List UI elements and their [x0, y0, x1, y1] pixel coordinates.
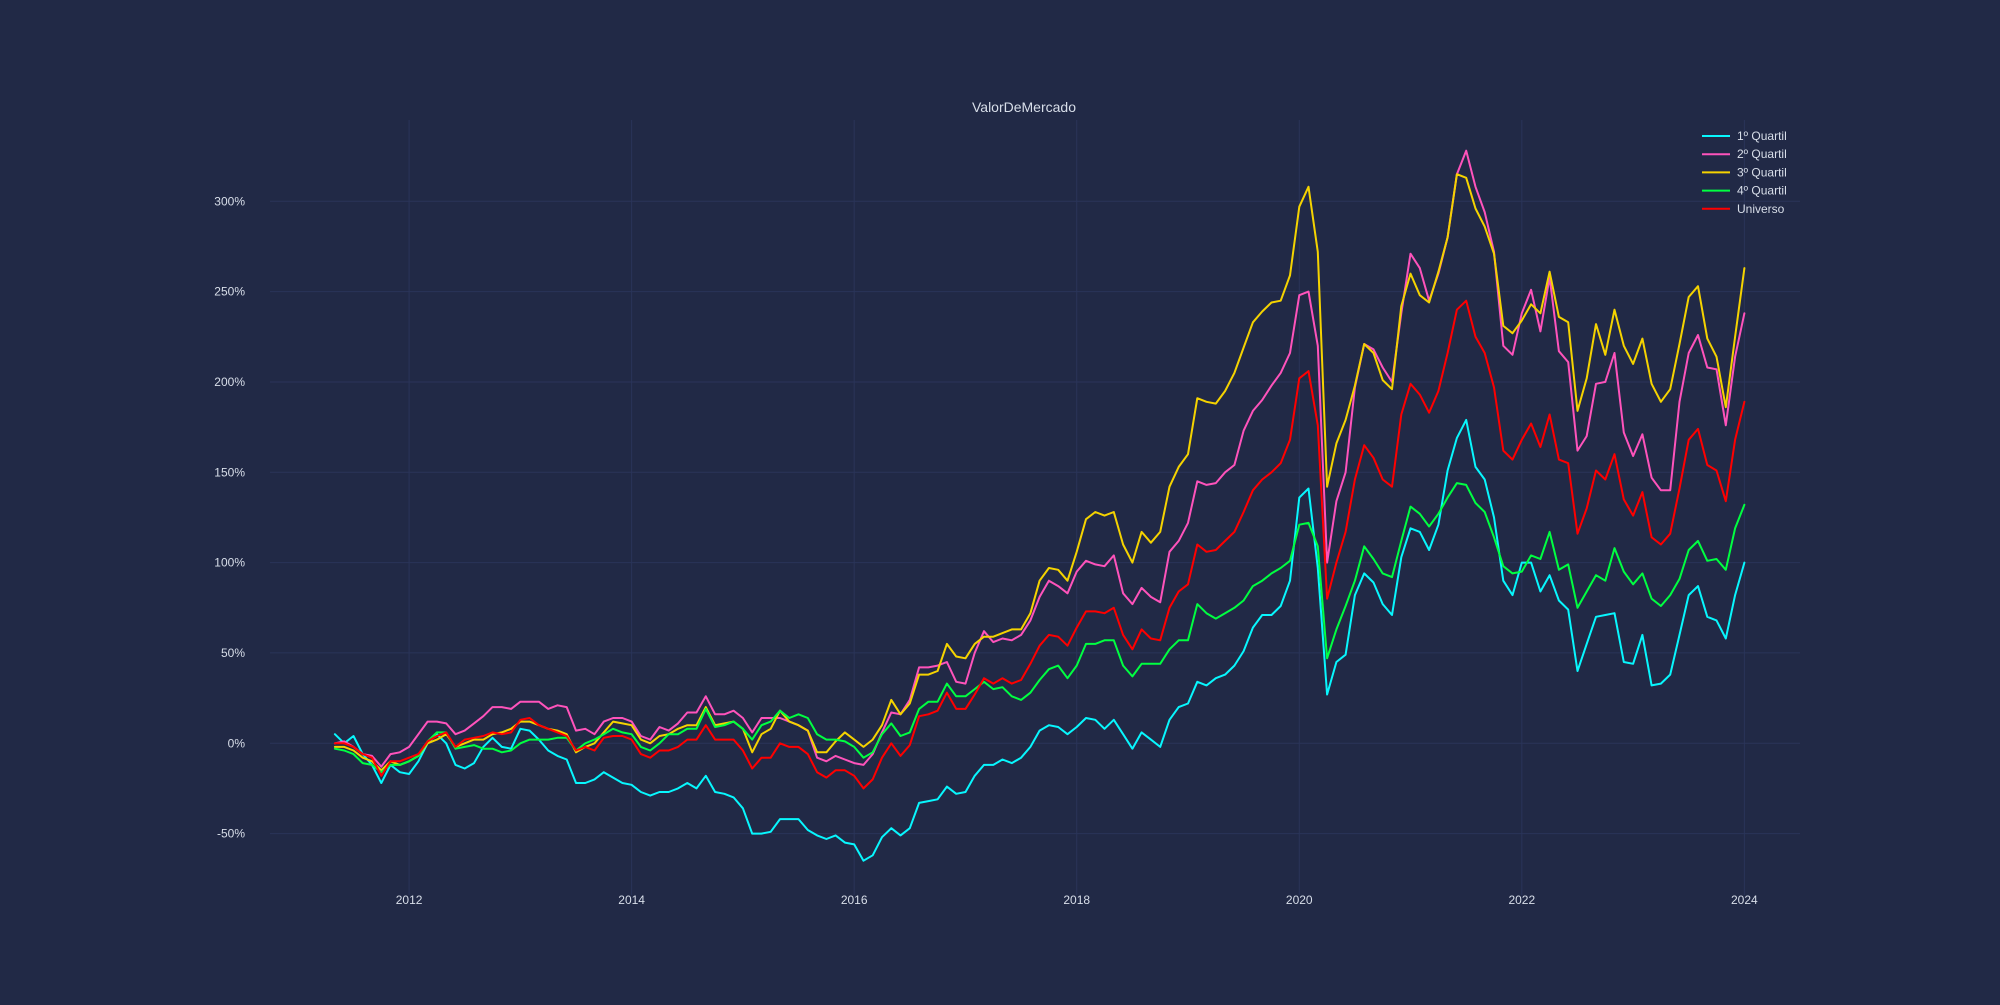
axis-tick-labels: 2012 2014 2016 2018 2020 2022 2024 -50% 0% 50% 100…: [214, 194, 1758, 907]
chart-title: ValorDeMercado: [972, 99, 1076, 115]
x-tick-label: 2018: [1063, 893, 1090, 907]
series-line-5: [333, 299, 1746, 790]
series-line-2: [333, 149, 1746, 768]
y-tick-label: 250%: [214, 285, 245, 299]
x-tick-label: 2012: [396, 893, 423, 907]
y-tick-label: 300%: [214, 194, 245, 208]
x-tick-label: 2014: [618, 893, 645, 907]
y-tick-label: 0%: [228, 736, 246, 750]
legend: 1º Quartil 2º Quartil 3º Quartil 4º Quartil…: [1702, 129, 1787, 216]
legend-label: 2º Quartil: [1737, 147, 1787, 161]
y-tick-label: 200%: [214, 375, 245, 389]
y-tick-label: 150%: [214, 465, 245, 479]
legend-label: 1º Quartil: [1737, 129, 1787, 143]
x-tick-label: 2024: [1731, 893, 1758, 907]
y-tick-label: 50%: [221, 646, 245, 660]
series-line-1: [333, 418, 1746, 862]
x-tick-label: 2020: [1286, 893, 1313, 907]
x-tick-label: 2022: [1508, 893, 1535, 907]
legend-label: 3º Quartil: [1737, 165, 1787, 179]
y-tick-label: 100%: [214, 556, 245, 570]
legend-label: Universo: [1737, 202, 1785, 216]
series-lines: [333, 149, 1746, 862]
x-tick-label: 2016: [841, 893, 868, 907]
y-tick-label: -50%: [217, 827, 245, 841]
legend-label: 4º Quartil: [1737, 184, 1787, 198]
